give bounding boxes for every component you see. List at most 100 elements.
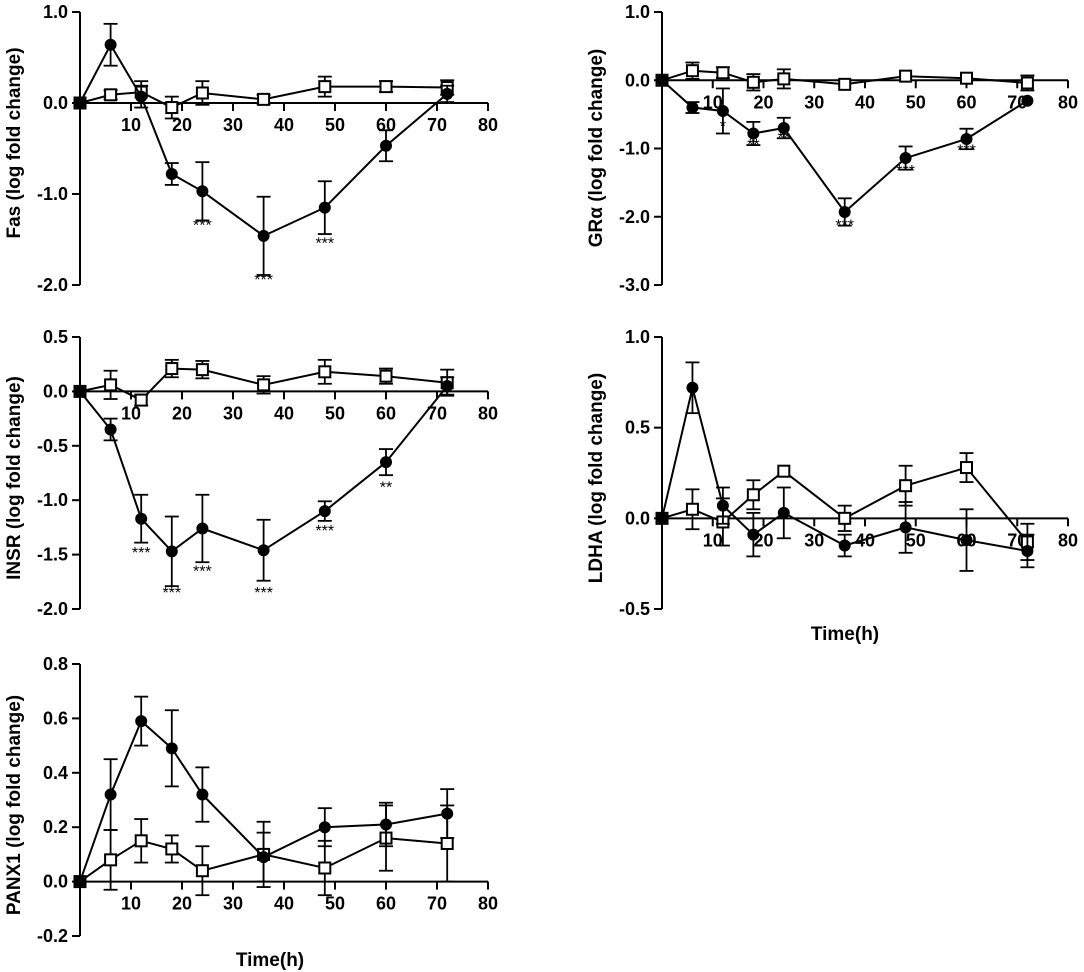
significance-label: *** xyxy=(835,217,854,234)
chart-insr: 0.5 0.0 -0.5 -1.0 -1.5 -2.0 10 20 30 40 50 60 70 80 IN… xyxy=(4,327,498,619)
significance-label: *** xyxy=(254,272,273,289)
data-point-circle xyxy=(441,807,454,820)
data-point-circle xyxy=(104,423,117,436)
series-filled-circles xyxy=(74,695,455,888)
y-tick-label: -2.0 xyxy=(37,599,68,619)
data-point-circle xyxy=(165,742,178,755)
y-tick-label: -0.2 xyxy=(37,926,68,946)
y-tick-label: -2.0 xyxy=(37,275,68,295)
x-tick-label: 60 xyxy=(956,92,976,112)
data-point-circle xyxy=(196,185,209,198)
significance-label: * xyxy=(720,118,726,135)
data-point-circle xyxy=(1021,94,1034,107)
x-tick-label: 20 xyxy=(172,403,192,423)
data-point-square xyxy=(195,363,209,377)
series-filled-circles xyxy=(74,376,455,588)
chart-gra: 1.0 0.0 -1.0 -2.0 -3.0 10 20 30 40 50 60 70 80 GRα (l… xyxy=(586,2,1078,295)
data-point-square xyxy=(746,75,760,89)
y-tick-label: -3.0 xyxy=(619,275,650,295)
y-axis-label: INSR (log fold change) xyxy=(4,376,25,580)
series-filled-circles xyxy=(656,361,1035,572)
x-tick-label: 30 xyxy=(804,92,824,112)
data-point-square xyxy=(777,464,791,478)
data-point-circle xyxy=(747,528,760,541)
x-tick-label: 20 xyxy=(172,115,192,135)
data-point-square xyxy=(257,378,271,392)
data-point-circle xyxy=(716,104,729,117)
data-point-circle xyxy=(135,90,148,103)
y-tick-label: -1.5 xyxy=(37,545,68,565)
data-point-circle xyxy=(318,821,331,834)
x-tick-label: 80 xyxy=(478,115,498,135)
y-tick-label: 1.0 xyxy=(625,327,650,347)
data-point-circle xyxy=(380,818,392,831)
y-tick-label: 0.0 xyxy=(43,93,68,113)
data-point-square xyxy=(777,72,791,86)
y-axis-label: LDHA (log fold change) xyxy=(586,373,607,583)
data-point-square xyxy=(165,362,179,376)
x-tick-label: 80 xyxy=(1058,92,1078,112)
x-tick-label: 70 xyxy=(1007,92,1027,112)
data-point-square xyxy=(440,837,454,851)
y-tick-label: 0.6 xyxy=(43,708,68,728)
data-point-circle xyxy=(135,512,148,525)
data-point-square xyxy=(899,479,913,493)
significance-label: *** xyxy=(193,563,212,580)
data-point-square xyxy=(685,64,699,78)
data-point-circle xyxy=(960,132,973,145)
chart-ldha: 1.00.50.0-0.51020304050607080LDHA (log f… xyxy=(586,327,1078,645)
series-open-squares xyxy=(73,358,455,407)
data-point-circle xyxy=(165,167,178,180)
x-tick-label: 50 xyxy=(906,92,926,112)
y-tick-label: -1.0 xyxy=(619,139,650,159)
data-point-square xyxy=(318,80,332,94)
data-point-circle xyxy=(318,505,331,518)
data-point-circle xyxy=(716,499,729,512)
data-point-circle xyxy=(196,522,209,535)
y-tick-label: 0.0 xyxy=(625,508,650,528)
x-tick-label: 10 xyxy=(703,92,723,112)
y-tick-label: -1.0 xyxy=(37,184,68,204)
significance-label: *** xyxy=(315,236,334,253)
x-tick-label: 50 xyxy=(906,530,926,550)
data-point-circle xyxy=(441,87,454,100)
x-tick-label: 20 xyxy=(753,92,773,112)
significance-label: ** xyxy=(747,137,759,154)
data-point-circle xyxy=(257,544,270,557)
data-point-circle xyxy=(960,534,973,547)
data-point-circle xyxy=(656,74,668,87)
significance-label: *** xyxy=(896,163,915,180)
significance-label: *** xyxy=(957,142,976,159)
y-tick-label: 1.0 xyxy=(43,2,68,22)
x-tick-label: 50 xyxy=(325,115,345,135)
data-point-circle xyxy=(777,506,790,519)
x-tick-label: 40 xyxy=(274,403,294,423)
data-point-square xyxy=(960,71,973,85)
data-point-circle xyxy=(777,122,790,135)
x-tick-label: 50 xyxy=(325,894,345,914)
data-point-square xyxy=(379,80,393,94)
data-point-square xyxy=(318,861,332,875)
data-point-square xyxy=(104,88,118,102)
data-point-circle xyxy=(257,851,270,864)
x-axis-label: Time(h) xyxy=(811,624,879,645)
x-tick-label: 80 xyxy=(478,403,498,423)
data-point-square xyxy=(960,461,973,475)
data-point-square xyxy=(134,834,148,848)
data-point-circle xyxy=(257,229,270,242)
x-tick-label: 30 xyxy=(223,403,243,423)
data-point-square xyxy=(104,378,118,392)
x-tick-label: 70 xyxy=(427,115,447,135)
data-point-square xyxy=(716,66,730,80)
data-point-circle xyxy=(1021,544,1034,557)
significance-label: ** xyxy=(778,130,790,147)
series-filled-circles xyxy=(656,74,1034,227)
significance-label: *** xyxy=(132,545,151,562)
data-point-circle xyxy=(838,205,851,218)
x-tick-label: 60 xyxy=(376,403,396,423)
x-tick-label: 20 xyxy=(172,894,192,914)
data-point-circle xyxy=(104,788,117,801)
significance-label: *** xyxy=(193,217,212,234)
data-point-circle xyxy=(656,512,668,525)
